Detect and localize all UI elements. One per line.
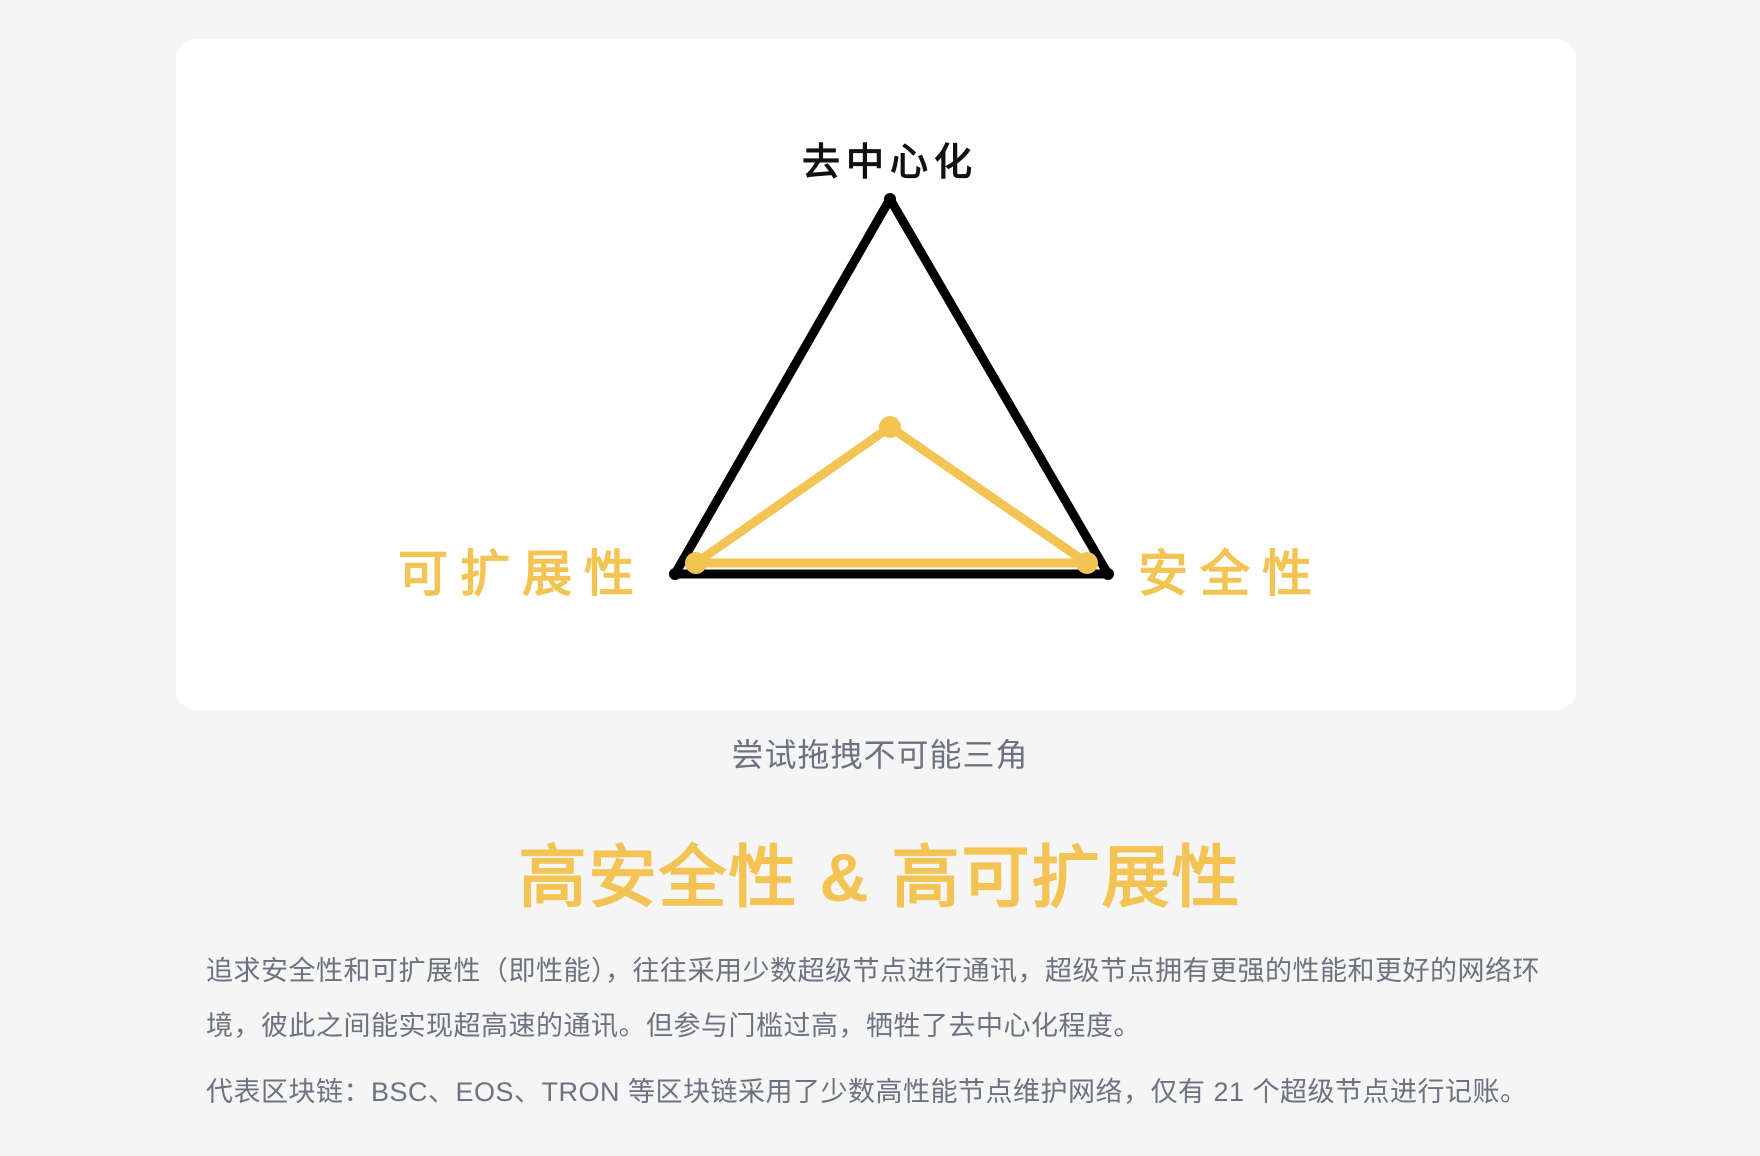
description-paragraph: 追求安全性和可扩展性（即性能），往往采用少数超级节点进行通讯，超级节点拥有更强的… — [206, 956, 1540, 1041]
drag-handle-security[interactable] — [1076, 552, 1098, 574]
impossible-triangle-diagram[interactable]: 去中心化 可扩展性 安全性 — [176, 39, 1576, 710]
impossible-triangle-card: 去中心化 可扩展性 安全性 — [176, 39, 1576, 710]
vertex-label-scalability: 可扩展性 — [398, 545, 646, 603]
example-paragraph: 代表区块链：BSC、EOS、TRON 等区块链采用了少数高性能节点维护网络，仅有… — [206, 1077, 1528, 1107]
outer-vertex-top — [884, 193, 896, 205]
outer-vertex-right — [1102, 568, 1114, 580]
outer-vertex-left — [669, 568, 681, 580]
vertex-label-security: 安全性 — [1138, 545, 1324, 603]
outer-triangle — [670, 194, 1113, 579]
drag-handle-decentralization[interactable] — [879, 416, 901, 438]
section-heading: 高安全性 & 高可扩展性 — [518, 840, 1242, 916]
vertex-label-decentralization: 去中心化 — [802, 140, 978, 184]
diagram-caption: 尝试拖拽不可能三角 — [731, 737, 1029, 773]
inner-triangle — [691, 422, 1092, 568]
drag-handle-scalability[interactable] — [685, 552, 707, 574]
